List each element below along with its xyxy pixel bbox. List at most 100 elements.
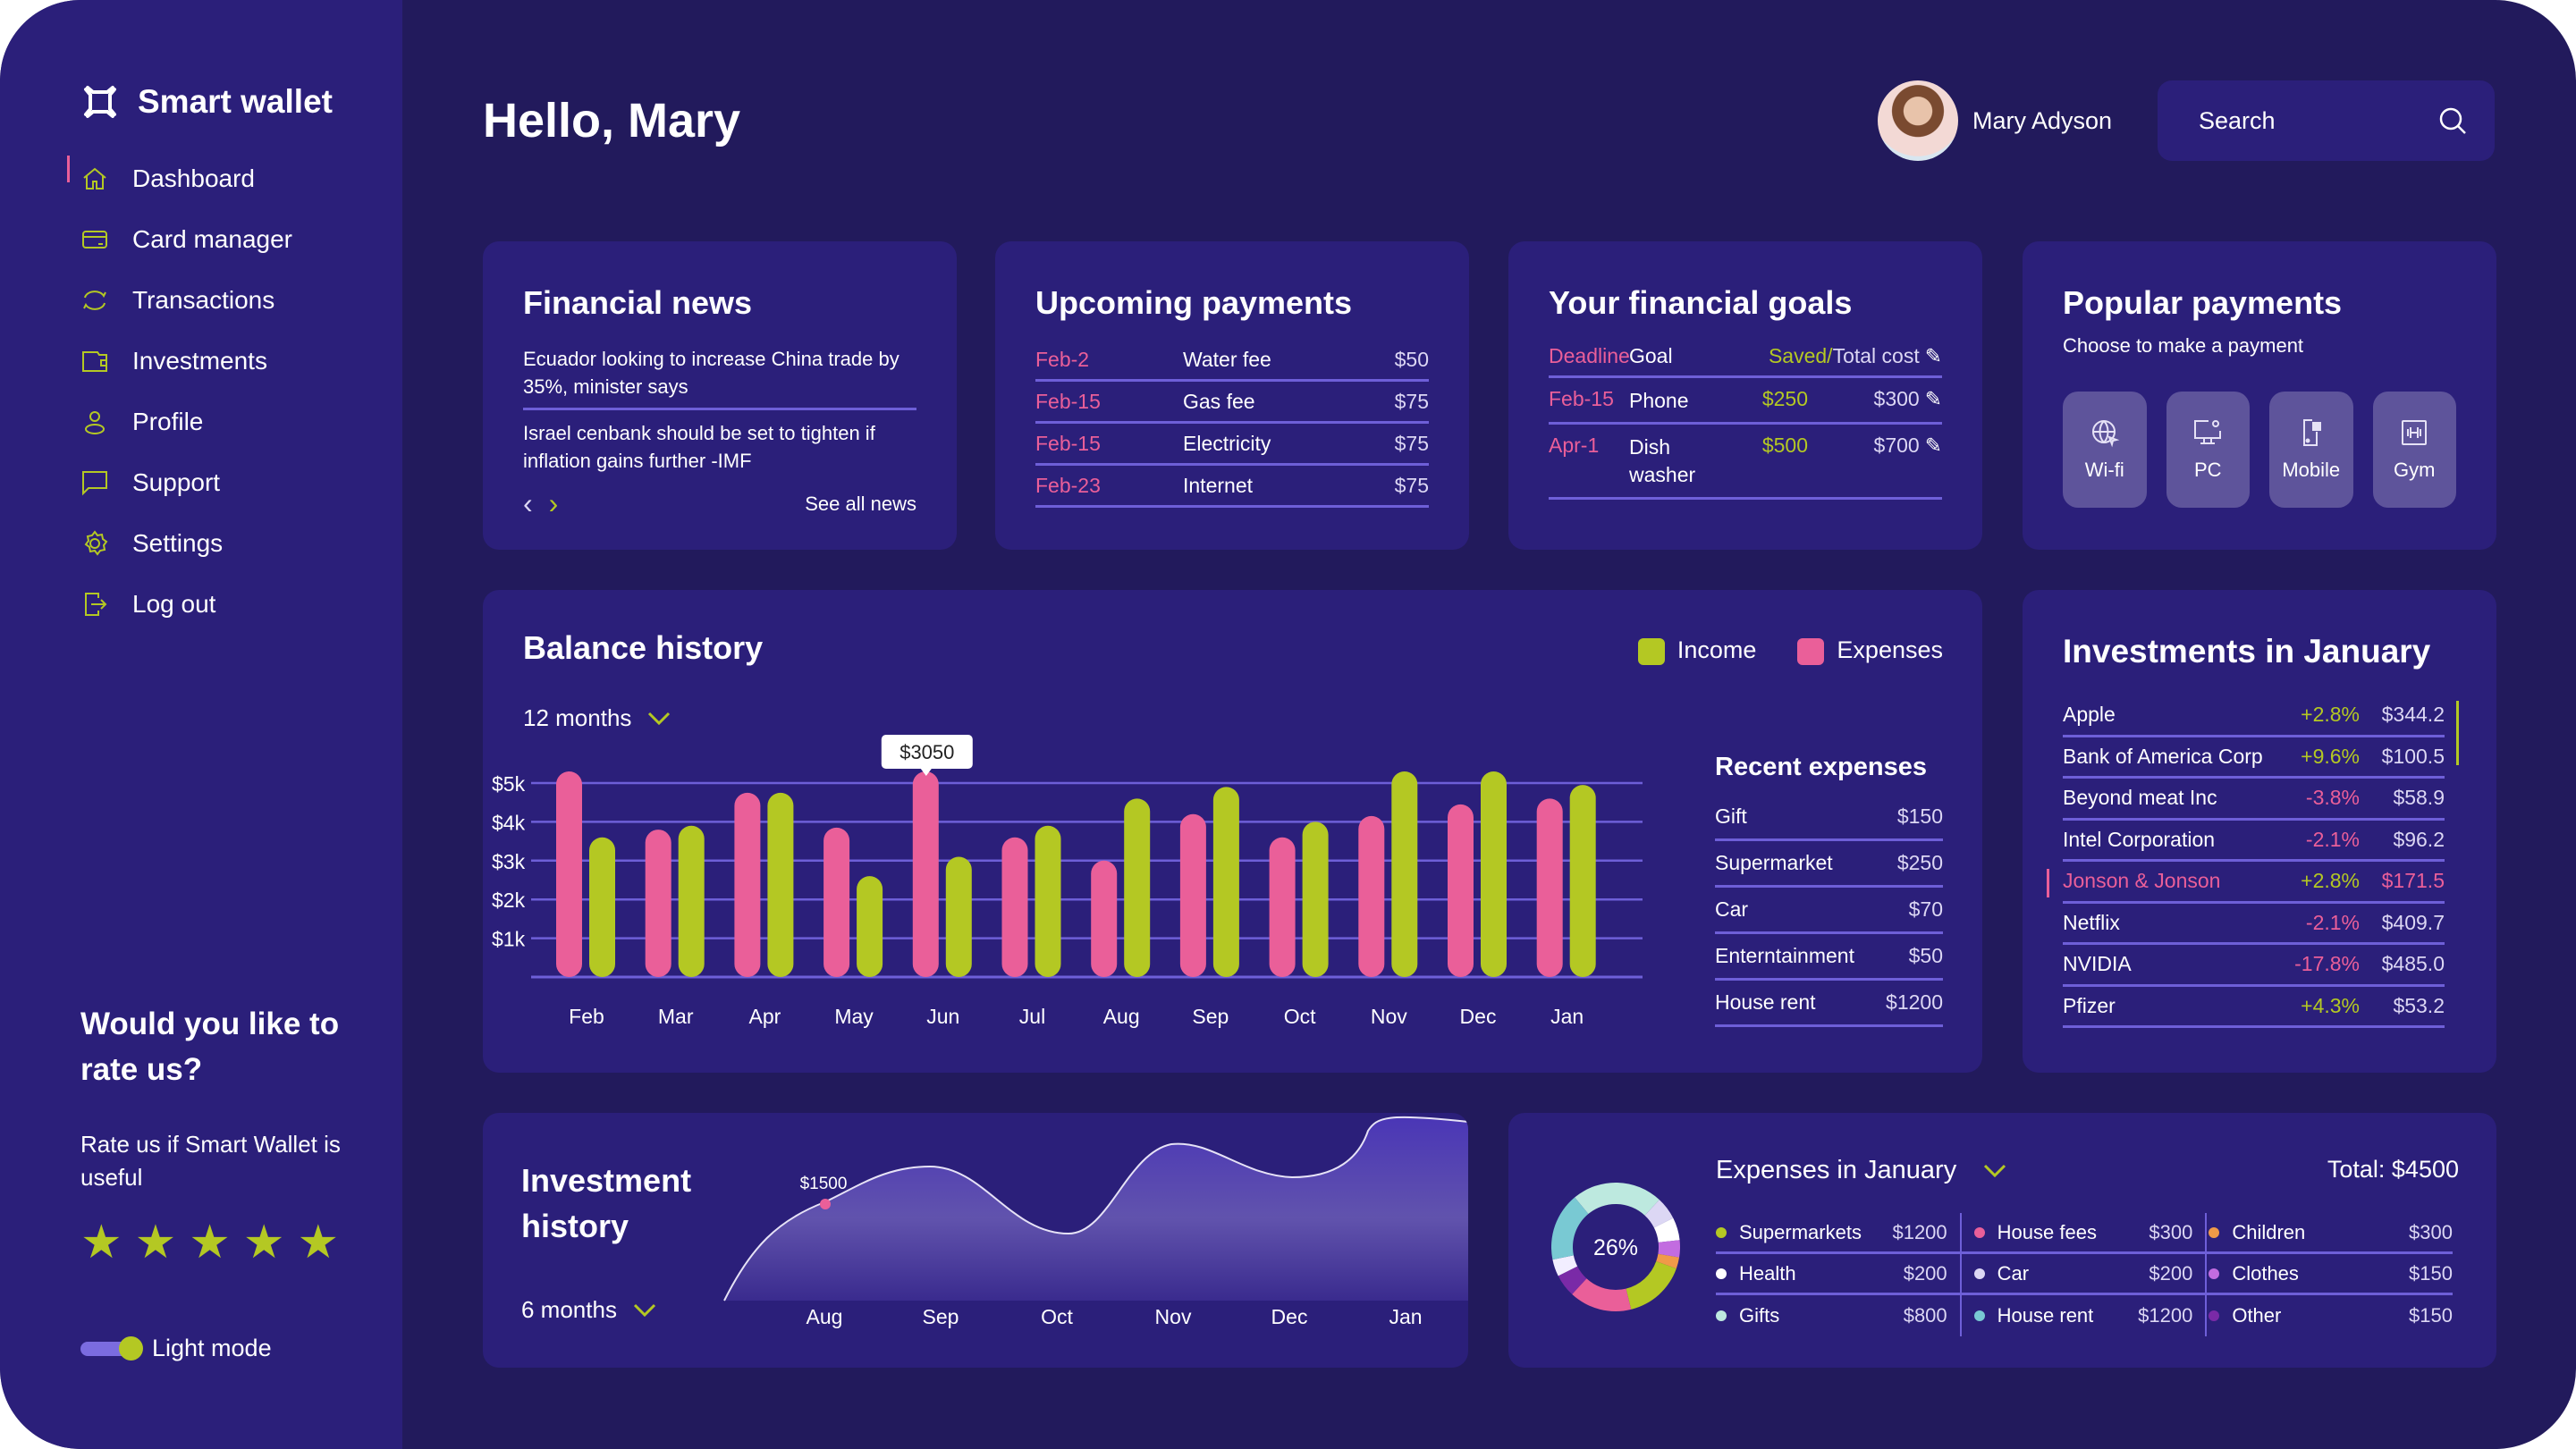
payment-name: Gas fee — [1183, 389, 1255, 413]
user-profile[interactable]: Mary Adyson — [1878, 80, 2112, 161]
bar-income[interactable] — [1569, 785, 1596, 977]
bar-income[interactable] — [1212, 787, 1239, 977]
x-tick-label: Aug — [807, 1305, 843, 1328]
table-row[interactable]: Bank of America Corp +9.6% $100.5 — [2063, 737, 2445, 779]
bar-expenses[interactable] — [1448, 804, 1474, 977]
pencil-icon[interactable]: ✎ — [1924, 343, 1942, 367]
sidebar-item-settings[interactable]: Settings — [80, 513, 292, 574]
table-row[interactable]: Beyond meat Inc -3.8% $58.9 — [2063, 779, 2445, 821]
bar-expenses[interactable] — [912, 771, 939, 977]
donut-slice[interactable] — [1644, 1200, 1674, 1228]
table-row[interactable]: Netflix -2.1% $409.7 — [2063, 904, 2445, 945]
bar-expenses[interactable] — [645, 830, 671, 977]
donut-slice[interactable] — [1551, 1197, 1589, 1260]
search-input[interactable]: Search — [2158, 80, 2495, 161]
list-item[interactable]: House rent $1200 — [1715, 981, 1943, 1027]
bar-income[interactable] — [945, 856, 972, 977]
donut-slice[interactable] — [1558, 1266, 1587, 1294]
legend-amount: $800 — [1903, 1304, 1947, 1327]
star-icon[interactable]: ★ — [134, 1217, 177, 1268]
bar-income[interactable] — [678, 825, 705, 977]
bar-expenses[interactable] — [1179, 813, 1206, 977]
news-item[interactable]: Ecuador looking to increase China trade … — [523, 336, 916, 410]
star-icon[interactable]: ★ — [297, 1217, 340, 1268]
star-icon[interactable]: ★ — [80, 1217, 122, 1268]
star-icon[interactable]: ★ — [242, 1217, 285, 1268]
donut-slice[interactable] — [1575, 1183, 1660, 1216]
chevron-left-icon[interactable]: ‹ — [523, 487, 533, 519]
scrollbar[interactable] — [2456, 701, 2459, 765]
logo-icon — [84, 86, 116, 118]
pencil-icon[interactable]: ✎ — [1924, 434, 1942, 457]
payment-tile-mobile[interactable]: Mobile — [2269, 392, 2353, 508]
bar-expenses[interactable] — [1269, 837, 1296, 977]
bar-expenses[interactable] — [823, 827, 850, 977]
tile-label: PC — [2193, 459, 2222, 481]
table-row[interactable]: Pfizer +4.3% $53.2 — [2063, 987, 2445, 1028]
table-row[interactable]: Jonson & Jonson +2.8% $171.5 — [2047, 862, 2445, 904]
legend-label: Supermarkets — [1739, 1220, 1862, 1243]
search-icon[interactable] — [2437, 105, 2468, 136]
table-row[interactable]: Feb-15 Electricity $75 — [1035, 424, 1429, 466]
table-row[interactable]: NVIDIA -17.8% $485.0 — [2063, 945, 2445, 987]
bar-income[interactable] — [857, 876, 883, 977]
sidebar-item-investments[interactable]: Investments — [80, 331, 292, 392]
list-item[interactable]: Gift $150 — [1715, 795, 1943, 841]
bar-income[interactable] — [1481, 771, 1507, 977]
card-title: Investments in January — [2063, 633, 2431, 670]
sidebar-item-profile[interactable]: Profile — [80, 392, 292, 452]
donut-slice[interactable] — [1626, 1261, 1677, 1310]
bar-expenses[interactable] — [1091, 860, 1118, 977]
payment-tile-wifi[interactable]: Wi-fi — [2063, 392, 2147, 508]
sidebar-item-transactions[interactable]: Transactions — [80, 270, 292, 331]
donut-slice[interactable] — [1656, 1253, 1680, 1269]
news-item[interactable]: Israel cenbank should be set to tighten … — [523, 422, 875, 472]
bar-income[interactable] — [1391, 771, 1418, 977]
star-rating[interactable]: ★ ★ ★ ★ ★ — [80, 1219, 349, 1266]
bar-expenses[interactable] — [556, 771, 582, 977]
see-all-news-link[interactable]: See all news — [805, 492, 916, 515]
bar-income[interactable] — [1302, 821, 1329, 977]
legend-label: Health — [1739, 1261, 1796, 1285]
table-row[interactable]: Feb-2 Water fee $50 — [1035, 340, 1429, 382]
period-select[interactable]: 6 months — [521, 1296, 656, 1324]
donut-slice[interactable] — [1572, 1278, 1632, 1311]
payment-tile-gym[interactable]: Gym — [2372, 392, 2456, 508]
bar-expenses[interactable] — [1536, 798, 1563, 977]
donut-slice[interactable] — [1658, 1240, 1680, 1258]
bar-expenses[interactable] — [1358, 815, 1385, 977]
bar-expenses[interactable] — [1001, 837, 1028, 977]
avatar[interactable] — [1878, 80, 1958, 161]
table-row[interactable]: Apple +2.8% $344.2 — [2063, 695, 2445, 737]
star-icon[interactable]: ★ — [189, 1217, 231, 1268]
sidebar-item-support[interactable]: Support — [80, 452, 292, 513]
logo[interactable]: Smart wallet — [80, 82, 333, 122]
bar-income[interactable] — [767, 792, 794, 977]
table-row: Apr-1 Dish washer $500 $700 ✎ — [1549, 425, 1942, 500]
light-mode-toggle[interactable]: Light mode — [80, 1335, 272, 1362]
donut-slice[interactable] — [1653, 1217, 1680, 1243]
list-item[interactable]: Supermarket $250 — [1715, 841, 1943, 888]
pencil-icon[interactable]: ✎ — [1924, 387, 1942, 410]
sidebar-item-log-out[interactable]: Log out — [80, 574, 292, 635]
bar-income[interactable] — [589, 837, 615, 977]
sidebar-item-dashboard[interactable]: Dashboard — [67, 148, 292, 209]
list-item[interactable]: Car $70 — [1715, 888, 1943, 934]
bar-income[interactable] — [1124, 798, 1151, 977]
month-select[interactable]: Expenses in January — [1716, 1156, 2006, 1185]
donut-slice[interactable] — [1552, 1255, 1578, 1276]
payment-tile-pc[interactable]: PC — [2166, 392, 2250, 508]
table-row[interactable]: Feb-15 Gas fee $75 — [1035, 382, 1429, 424]
list-item[interactable]: Enterntainment $50 — [1715, 934, 1943, 981]
x-tick-label: Jan — [1550, 1005, 1584, 1028]
period-select[interactable]: 12 months — [523, 704, 671, 732]
table-row[interactable]: Feb-23 Internet $75 — [1035, 466, 1429, 508]
chevron-right-icon[interactable]: › — [548, 487, 559, 519]
toggle-switch[interactable] — [80, 1335, 143, 1361]
data-point[interactable] — [820, 1199, 831, 1209]
table-row[interactable]: Intel Corporation -2.1% $96.2 — [2063, 821, 2445, 862]
bar-expenses[interactable] — [734, 792, 761, 977]
popular-payments-card: Popular payments Choose to make a paymen… — [2023, 241, 2496, 550]
bar-income[interactable] — [1035, 825, 1061, 977]
sidebar-item-card-manager[interactable]: Card manager — [80, 209, 292, 270]
